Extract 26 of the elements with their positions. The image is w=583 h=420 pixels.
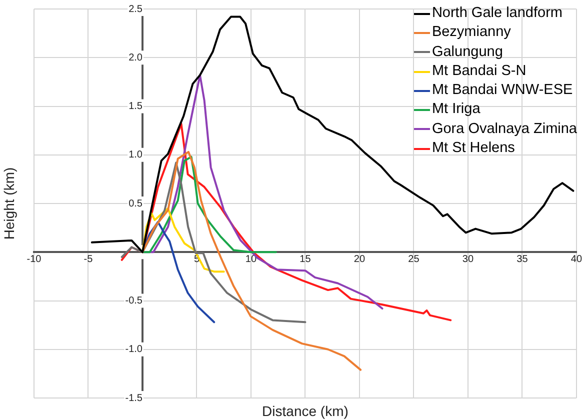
y-tick-label: -1.5	[125, 392, 143, 404]
x-tick-label: 35	[516, 254, 528, 265]
legend-label: Mt Iriga	[432, 100, 480, 120]
x-axis-title: Distance (km)	[262, 402, 348, 419]
x-tick-label: 30	[462, 254, 474, 265]
legend-label: Gora Ovalnaya Zimina	[432, 120, 577, 139]
legend-label: Mt St Helens	[432, 139, 515, 158]
y-axis-title: Height (km)	[0, 167, 17, 240]
x-tick-label: 25	[408, 254, 420, 265]
x-tick-label: 40	[570, 254, 582, 265]
y-tick-label: 2.5	[128, 4, 143, 15]
x-tick-label: 20	[354, 254, 366, 265]
legend-label: Mt Bandai WNW-ESE	[432, 81, 573, 100]
legend-label: Mt Bandai S-N	[432, 62, 526, 81]
y-tick-label: 1.0	[128, 150, 143, 161]
y-tick-label: 1.5	[128, 101, 143, 112]
y-tick-label: 0.5	[128, 198, 143, 210]
x-tick-label: -5	[84, 254, 94, 265]
x-tick-label: 15	[300, 254, 312, 265]
legend-label: Bezymianny	[432, 23, 511, 42]
legend-label: North Gale landform	[432, 4, 562, 23]
legend-label: Galungung	[432, 42, 503, 62]
y-tick-label: -0.5	[125, 296, 143, 306]
x-tick-label: -10	[26, 254, 42, 265]
y-tick-label: -1.0	[125, 344, 143, 356]
y-tick-label: 2.0	[128, 52, 143, 64]
